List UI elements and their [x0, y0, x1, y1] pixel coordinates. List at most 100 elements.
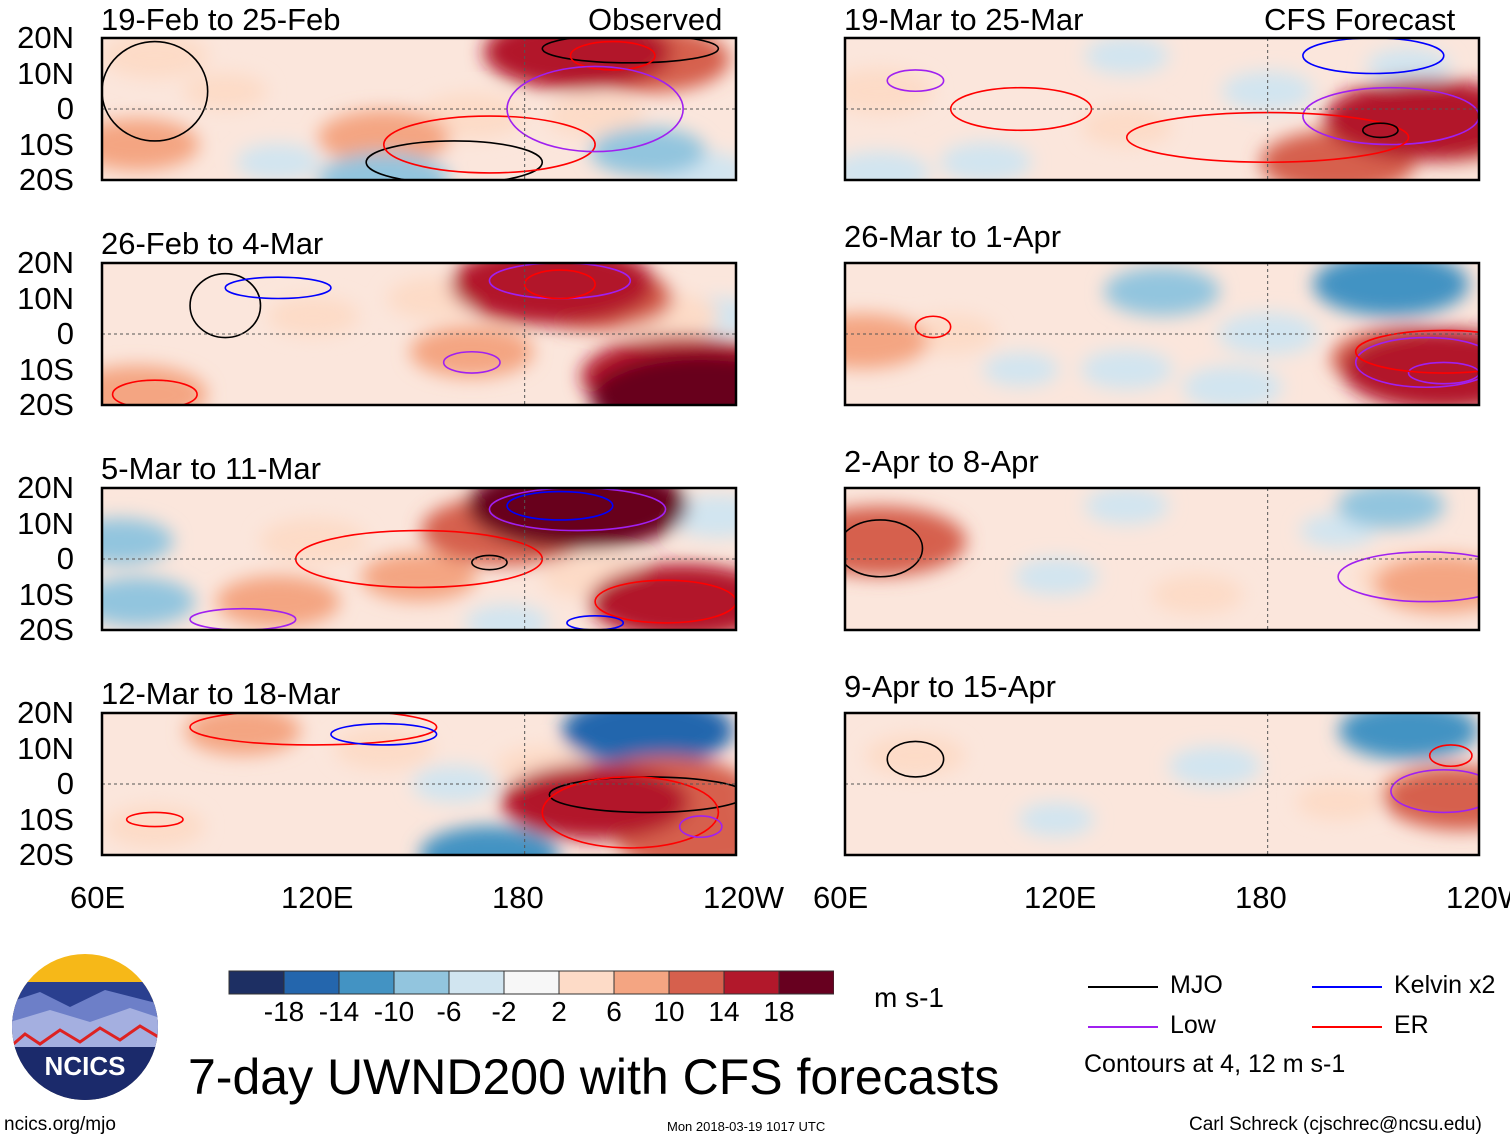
lat-tick-label: 10S: [18, 801, 74, 837]
anomaly-region: [845, 313, 929, 369]
colorbar-label: 18: [763, 996, 795, 1027]
anomaly-region: [1221, 71, 1314, 112]
colorbar-swatch: [558, 970, 615, 995]
contour-note: Contours at 4, 12 m s-1: [1084, 1050, 1346, 1078]
panel-title: 19-Mar to 25-Mar: [844, 2, 1084, 37]
colorbar-label: 10: [653, 996, 685, 1027]
filter-contour: [111, 379, 198, 405]
filter-contour: [189, 713, 438, 746]
colorbar-label: -18: [263, 996, 305, 1027]
legend-line: [1088, 986, 1158, 988]
lat-tick-label: 20N: [17, 470, 74, 505]
anomaly-region: [501, 763, 690, 840]
filter-contour: [1354, 336, 1479, 389]
panel-frame: [100, 711, 738, 857]
colorbar-swatch: [228, 970, 285, 995]
anomaly-region: [317, 152, 450, 180]
map-panel: [843, 486, 1481, 632]
lon-tick-label: 60E: [70, 880, 126, 915]
colorbar-label: -14: [318, 996, 360, 1027]
map-panel: [100, 36, 738, 182]
lat-tick-label: 20S: [18, 612, 74, 647]
filter-contour: [125, 811, 184, 828]
legend-line: [1312, 986, 1382, 988]
filter-contour: [845, 519, 924, 578]
filter-contour: [541, 38, 720, 64]
footer-url[interactable]: ncics.org/mjo: [4, 1114, 116, 1135]
anomaly-region: [1014, 558, 1099, 596]
map-panel: [100, 486, 738, 632]
map-panel: [843, 261, 1481, 407]
ncics-logo: NCICS: [12, 954, 158, 1100]
anomaly-region: [450, 263, 655, 326]
filter-contour: [102, 40, 209, 142]
anomaly-region: [236, 143, 321, 180]
panel-frame: [100, 486, 738, 632]
filter-contour: [506, 490, 614, 521]
panel-frame: [843, 261, 1481, 407]
lat-tick-label: 20N: [17, 695, 74, 730]
colorbar-swatch: [613, 970, 670, 995]
colorbar-swatch: [503, 970, 560, 995]
anomaly-region: [333, 727, 434, 770]
filter-contour: [224, 276, 332, 300]
filter-contour: [471, 554, 508, 571]
anomaly-region: [1168, 746, 1261, 787]
colorbar-swatch: [723, 970, 780, 995]
anomaly-region: [1084, 488, 1169, 525]
lat-tick-label: 0: [56, 316, 74, 351]
panel-frame: [843, 36, 1481, 182]
lat-tick-label: 0: [56, 766, 74, 801]
legend-line: [1088, 1026, 1158, 1028]
anomaly-region: [589, 563, 736, 630]
anomaly-region: [589, 127, 706, 177]
lon-tick-label: 60E: [813, 880, 869, 915]
anomaly-region: [1084, 38, 1169, 75]
colorbar-label: -6: [436, 996, 462, 1027]
lat-tick-label: 20S: [18, 387, 74, 422]
filter-contour: [523, 269, 596, 300]
filter-contour: [886, 69, 945, 93]
anomaly-region: [983, 352, 1060, 387]
filter-contour: [382, 115, 596, 174]
map-panel: [843, 711, 1481, 857]
forecast-header: CFS Forecast: [1264, 2, 1456, 37]
anomaly-region: [1151, 574, 1244, 615]
anomaly-region: [102, 577, 196, 627]
filter-contour: [506, 65, 684, 153]
anomaly-region: [845, 151, 931, 180]
colorbar-swatch: [338, 970, 395, 995]
panel-title: 9-Apr to 15-Apr: [844, 669, 1056, 704]
anomaly-region: [1296, 783, 1381, 821]
filter-contour: [1361, 122, 1399, 139]
anomaly-region: [1383, 766, 1479, 831]
lat-tick-label: 20N: [17, 245, 74, 280]
panel-title: 19-Feb to 25-Feb: [101, 2, 341, 37]
colorbar-swatch: [448, 970, 505, 995]
filter-contour: [488, 488, 667, 532]
filter-contour: [569, 40, 656, 71]
lat-tick-label: 10N: [17, 505, 74, 541]
legend-label: MJO: [1170, 971, 1223, 999]
filter-contour: [678, 815, 723, 839]
footer-author: Carl Schreck (cjschrec@ncsu.edu): [1189, 1114, 1482, 1135]
colorbar-swatch: [283, 970, 340, 995]
lon-tick-label: 180: [1235, 880, 1287, 915]
anomaly-region: [102, 518, 174, 565]
anomaly-region: [1366, 47, 1451, 85]
anomaly-region: [845, 68, 935, 115]
observed-header: Observed: [588, 2, 723, 37]
filter-contour: [1354, 329, 1479, 374]
filter-contour: [886, 740, 945, 778]
anomaly-region: [183, 72, 268, 110]
panel-title: 26-Feb to 4-Mar: [101, 226, 324, 261]
anomaly-region: [1104, 266, 1220, 316]
figure-title: 7-day UWND200 with CFS forecasts: [188, 1049, 1000, 1105]
anomaly-region: [412, 765, 497, 803]
anomaly-region: [590, 353, 736, 405]
colorbar-label: 2: [551, 996, 567, 1027]
anomaly-region: [1312, 263, 1469, 317]
lat-tick-label: 10N: [17, 280, 74, 316]
colorbar-label: -10: [373, 996, 415, 1027]
panel-frame: [100, 36, 738, 182]
